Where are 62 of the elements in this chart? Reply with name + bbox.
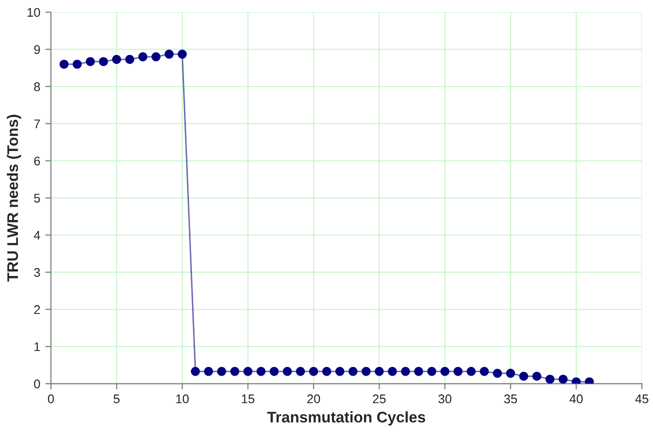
y-tick-label: 3 bbox=[34, 268, 40, 277]
point bbox=[112, 54, 122, 64]
y-tick-label: 5 bbox=[34, 194, 40, 203]
point bbox=[454, 366, 463, 376]
point bbox=[98, 57, 108, 66]
point bbox=[151, 52, 160, 62]
y-tick-label: 10 bbox=[28, 8, 40, 17]
point bbox=[440, 366, 450, 376]
y-tick-label: 6 bbox=[34, 156, 40, 166]
x-tick-label: 0 bbox=[48, 394, 54, 404]
point bbox=[492, 368, 502, 378]
y-tick-label: 9 bbox=[34, 45, 40, 54]
point bbox=[282, 366, 292, 376]
x-tick-label: 30 bbox=[438, 394, 452, 404]
point bbox=[506, 368, 516, 378]
point bbox=[388, 366, 397, 376]
y-axis-title: TRU LWR needs (Tons) bbox=[6, 114, 22, 282]
point bbox=[86, 57, 95, 66]
point bbox=[72, 60, 82, 69]
x-tick-label: 45 bbox=[635, 394, 648, 404]
point bbox=[230, 366, 240, 376]
x-tick-label: 40 bbox=[570, 394, 583, 404]
point bbox=[414, 366, 424, 376]
point bbox=[348, 366, 358, 376]
point bbox=[335, 366, 344, 376]
point bbox=[178, 50, 187, 59]
x-axis-title: Transmutation Cycles bbox=[267, 411, 426, 426]
point bbox=[466, 366, 476, 376]
x-tick-label: 15 bbox=[242, 394, 254, 404]
point bbox=[243, 366, 252, 376]
x-tick-label: 25 bbox=[372, 394, 386, 404]
point bbox=[138, 52, 148, 62]
point bbox=[427, 366, 436, 376]
point bbox=[296, 366, 305, 376]
point bbox=[545, 374, 554, 384]
point bbox=[204, 366, 214, 376]
point bbox=[309, 366, 318, 376]
point bbox=[519, 372, 528, 381]
y-tick-label: 7 bbox=[34, 120, 40, 128]
point bbox=[480, 366, 489, 376]
point bbox=[190, 366, 200, 376]
point bbox=[164, 50, 174, 59]
x-tick-label: 10 bbox=[176, 394, 189, 404]
point bbox=[532, 372, 542, 381]
point bbox=[60, 60, 69, 69]
y-tick-label: 1 bbox=[34, 342, 40, 352]
point bbox=[374, 366, 384, 376]
point bbox=[270, 366, 279, 376]
point bbox=[256, 366, 266, 376]
y-tick-label: 8 bbox=[34, 82, 40, 92]
point bbox=[217, 366, 226, 376]
point bbox=[125, 54, 134, 64]
x-tick-label: 35 bbox=[504, 394, 517, 404]
x-tick-label: 5 bbox=[114, 394, 120, 404]
point bbox=[558, 374, 568, 384]
y-tick-label: 4 bbox=[34, 231, 40, 240]
point bbox=[362, 366, 371, 376]
point bbox=[401, 366, 410, 376]
x-tick-label: 20 bbox=[307, 394, 320, 404]
point bbox=[322, 366, 332, 376]
y-tick-label: 0 bbox=[34, 379, 40, 388]
y-tick-label: 2 bbox=[34, 305, 40, 314]
